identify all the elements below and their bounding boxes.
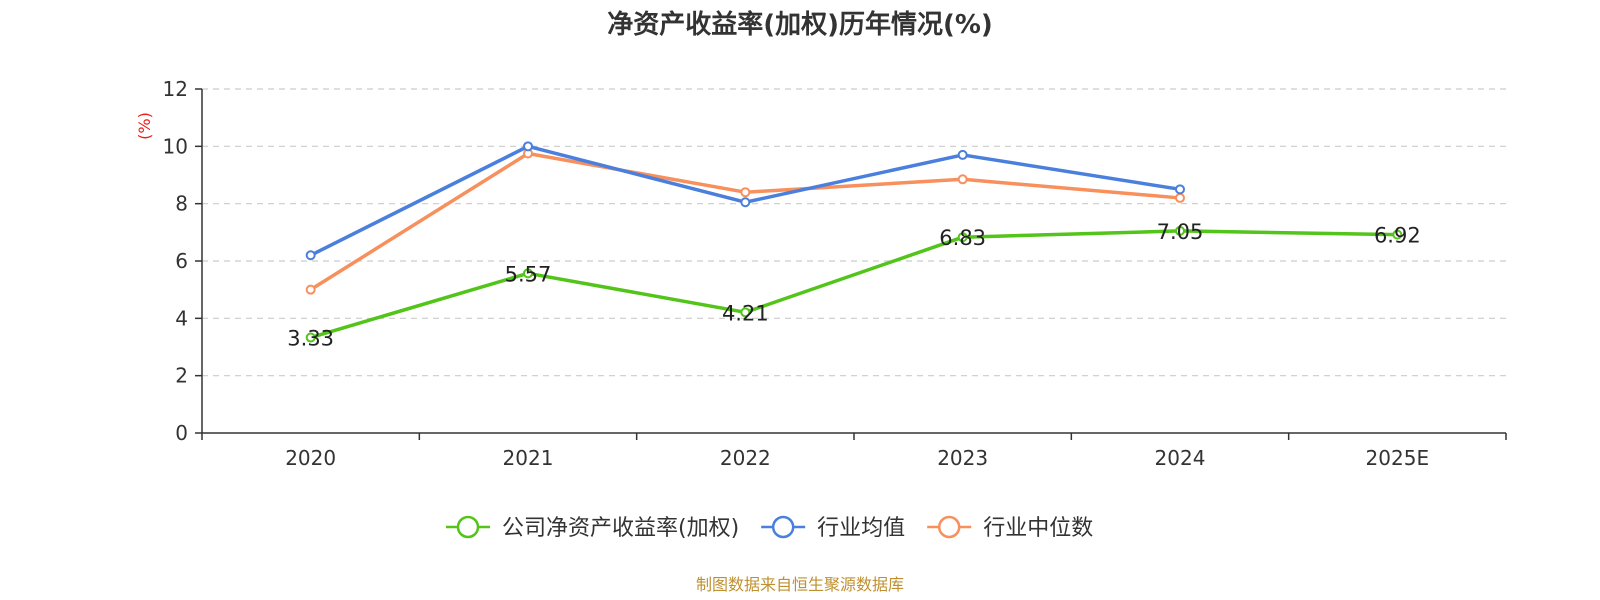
- data-label: 4.21: [722, 301, 769, 325]
- x-tick-label: 2024: [1155, 446, 1206, 470]
- data-label: 3.33: [287, 327, 334, 351]
- legend-label: 行业中位数: [983, 516, 1093, 541]
- series-line: [308, 151, 1182, 292]
- data-labels: 3.33 5.57 4.21 6.83 7.05 6.92: [287, 220, 1420, 351]
- data-label: 6.92: [1374, 224, 1421, 248]
- legend-label: 公司净资产收益率(加权): [502, 516, 739, 541]
- data-point: [1175, 192, 1185, 203]
- y-tick-label: 8: [175, 192, 188, 216]
- chart-title: 净资产收益率(加权)历年情况(%): [607, 9, 993, 40]
- data-point: [305, 332, 316, 343]
- x-tick-label: 2022: [720, 446, 771, 470]
- data-point: [523, 268, 533, 279]
- data-label: 7.05: [1157, 220, 1204, 244]
- legend-marker: [771, 515, 795, 539]
- y-tick-label: 10: [163, 134, 188, 158]
- y-tick-label: 6: [175, 249, 188, 273]
- y-tick-label: 2: [175, 364, 188, 388]
- data-point: [740, 187, 751, 198]
- data-point: [957, 232, 968, 243]
- series-line: [308, 229, 1400, 340]
- x-tick-label: 2021: [503, 446, 554, 470]
- legend-marker: [937, 515, 961, 539]
- y-tick-label: 4: [175, 306, 188, 330]
- data-point: [740, 307, 751, 318]
- x-tick-label: 2023: [937, 446, 988, 470]
- axes: 0 2 4 6 8 10 12 2020 2021 2022 2023 2024 2025E: [163, 77, 1507, 470]
- legend-item[interactable]: 公司净资产收益率(加权): [446, 515, 739, 541]
- data-point: [740, 197, 751, 208]
- grid-lines: [202, 88, 1506, 377]
- series-points: [305, 141, 1403, 343]
- data-point: [1392, 229, 1403, 240]
- y-tick-label: 0: [175, 421, 188, 445]
- data-point: [957, 174, 968, 185]
- series-lines: [308, 144, 1400, 340]
- x-tick-label: 2020: [285, 446, 336, 470]
- source-note: 制图数据来自恒生聚源数据库: [696, 575, 904, 594]
- legend-item[interactable]: 行业中位数: [927, 515, 1093, 541]
- x-tick-label: 2025E: [1366, 446, 1430, 470]
- data-point: [957, 149, 968, 160]
- data-point: [523, 141, 533, 152]
- data-label: 5.57: [505, 262, 552, 286]
- legend-label: 行业均值: [817, 516, 905, 541]
- data-label: 6.83: [939, 226, 986, 250]
- data-point: [305, 284, 316, 295]
- legend-item[interactable]: 行业均值: [761, 515, 905, 541]
- data-point: [1175, 225, 1185, 236]
- data-point: [305, 250, 316, 261]
- y-axis-label: (%): [135, 112, 154, 140]
- data-point: [1175, 184, 1185, 195]
- legend-marker: [456, 515, 480, 539]
- legend: 公司净资产收益率(加权) 行业均值 行业中位数: [446, 515, 1093, 541]
- y-tick-label: 12: [163, 77, 188, 101]
